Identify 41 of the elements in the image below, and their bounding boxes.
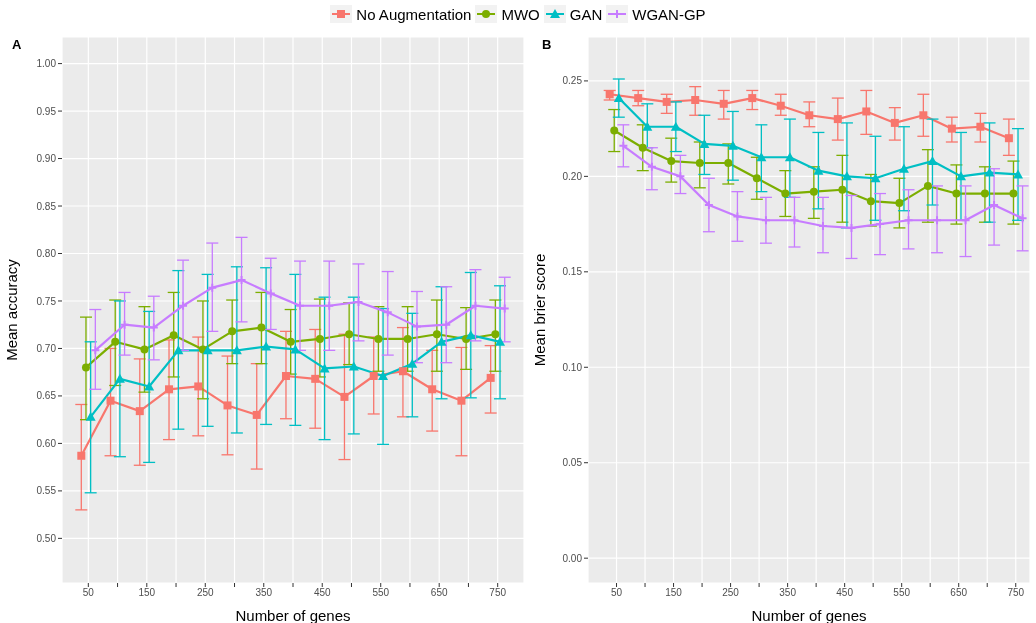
y-tick-label: 0.15	[562, 266, 583, 278]
legend-label: No Augmentation	[356, 5, 472, 23]
chart-title: A	[12, 37, 22, 52]
x-tick-label: 50	[82, 587, 95, 599]
x-tick-label: 150	[665, 587, 683, 599]
y-tick-label: 0.20	[562, 170, 583, 182]
x-tick-label: 650	[430, 587, 448, 599]
y-tick-label: 1.00	[36, 58, 57, 70]
y-tick-label: 0.25	[562, 75, 583, 87]
x-tick-label: 750	[1007, 587, 1025, 599]
legend-label: WGAN-GP	[632, 5, 706, 23]
y-tick-label: 0.00	[562, 552, 583, 564]
y-tick-label: 0.80	[36, 248, 57, 260]
y-axis-title: Mean brier score	[531, 253, 549, 367]
x-tick-label: 150	[138, 587, 156, 599]
x-tick-label: 650	[950, 587, 968, 599]
y-tick-label: 0.90	[36, 153, 57, 165]
y-tick-label: 0.70	[36, 343, 57, 355]
y-tick-label: 0.85	[36, 200, 57, 212]
x-tick-label: 550	[893, 587, 911, 599]
x-tick-label: 550	[372, 587, 390, 599]
x-tick-label: 750	[489, 587, 507, 599]
x-tick-label: 450	[836, 587, 854, 599]
y-tick-label: 0.75	[36, 295, 57, 307]
x-tick-label: 350	[779, 587, 797, 599]
x-tick-label: 250	[196, 587, 215, 599]
x-tick-label: 50	[610, 587, 623, 599]
x-tick-label: 350	[255, 587, 273, 599]
x-tick-label: 250	[722, 587, 740, 599]
chart-title: B	[542, 37, 552, 52]
legend-label: GAN	[569, 5, 603, 23]
y-tick-label: 0.50	[36, 532, 57, 544]
y-tick-label: 0.55	[36, 485, 57, 497]
y-tick-label: 0.65	[36, 390, 57, 402]
y-tick-label: 0.05	[562, 457, 583, 469]
y-tick-label: 0.10	[562, 361, 583, 373]
y-tick-label: 0.95	[36, 105, 57, 117]
legend-label: MWO	[501, 5, 540, 23]
y-axis-title: Mean accuracy	[3, 258, 21, 361]
x-tick-label: 450	[313, 587, 332, 599]
y-tick-label: 0.60	[36, 437, 57, 449]
